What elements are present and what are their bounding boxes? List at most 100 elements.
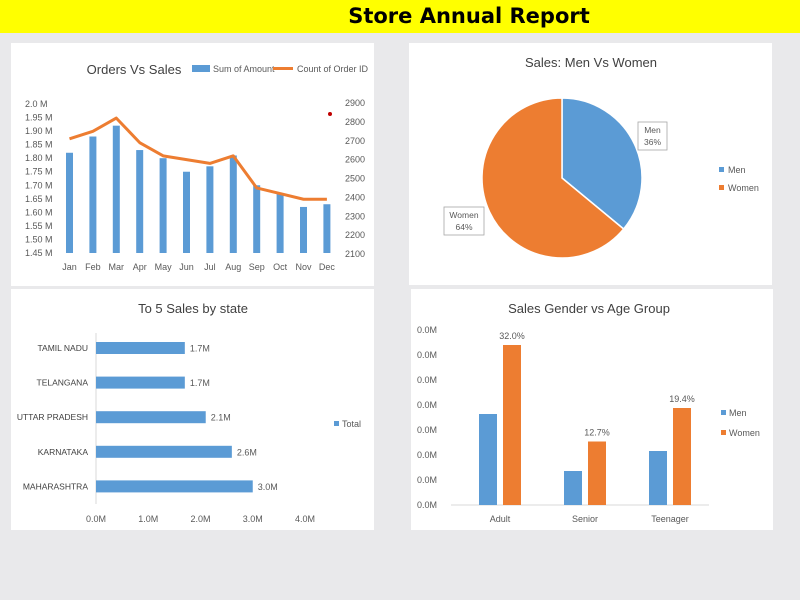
legend-swatch (721, 410, 726, 415)
bar-data-label: 1.7M (190, 378, 210, 388)
orders-vs-sales-chart: Orders Vs Sales Sum of Amount Count of Ord… (25, 62, 369, 272)
legend-label: Sum of Amount (213, 64, 275, 74)
legend-label: Men (729, 408, 747, 418)
legend-swatch (721, 430, 726, 435)
x-tick-label: Dec (319, 262, 336, 272)
y-left-tick-label: 1.75 M (25, 167, 53, 177)
y-right-tick-label: 2900 (345, 98, 365, 108)
y-right-tick-label: 2500 (345, 174, 365, 184)
x-tick-label: Oct (273, 262, 288, 272)
state-label: TELANGANA (37, 378, 89, 388)
orders-vs-sales-panel[interactable]: Orders Vs Sales Sum of Amount Count of Ord… (11, 43, 374, 286)
top-sales-by-state-chart: To 5 Sales by state TAMIL NADU 1.7M TELANGA… (17, 301, 361, 524)
y-left-tick-label: 1.80 M (25, 153, 53, 163)
bar-sum-of-amount (300, 206, 307, 253)
x-tick-label: 2.0M (190, 514, 210, 524)
bar-men (649, 451, 667, 505)
state-label: MAHARASHTRA (23, 481, 89, 491)
slice-percent-label: 64% (455, 222, 472, 232)
bar-sum-of-amount (183, 171, 190, 253)
legend-label: Women (728, 183, 759, 193)
bar-sum-of-amount (112, 125, 120, 253)
chart-title: Sales Gender vs Age Group (508, 301, 670, 316)
x-tick-label: Adult (490, 514, 511, 524)
y-left-tick-label: 1.45 M (25, 248, 53, 258)
bar-state-total (96, 411, 206, 424)
legend-label: Men (728, 165, 746, 175)
bar-sum-of-amount (66, 152, 73, 253)
y-tick-label: 0.0M (417, 425, 437, 435)
y-left-tick-label: 1.55 M (25, 221, 53, 231)
sales-gender-vs-age-chart: Sales Gender vs Age Group 0.0M 0.0M 0.0M 0.0… (417, 301, 760, 524)
y-right-tick-label: 2700 (345, 136, 365, 146)
x-tick-label: 1.0M (138, 514, 158, 524)
x-tick-label: Feb (85, 262, 101, 272)
x-tick-label: Aug (225, 262, 241, 272)
bar-data-label: 1.7M (190, 344, 210, 354)
x-tick-label: Nov (295, 262, 312, 272)
state-label: TAMIL NADU (37, 343, 88, 353)
x-tick-label: Mar (109, 262, 125, 272)
slice-label: Women (449, 210, 478, 220)
legend-label: Count of Order ID (297, 64, 369, 74)
x-tick-label: May (155, 262, 173, 272)
y-right-tick-label: 2600 (345, 155, 365, 165)
legend-swatch (334, 421, 339, 426)
legend-swatch (719, 167, 724, 172)
bar-sum-of-amount (323, 204, 331, 253)
sales-men-vs-women-panel[interactable]: Sales: Men Vs Women Men 36% Women 64% Men Wome… (409, 43, 772, 285)
chart-title: Sales: Men Vs Women (525, 55, 657, 70)
slice-callout (443, 206, 485, 236)
y-right-tick-label: 2400 (345, 192, 365, 202)
page-title: Store Annual Report (348, 4, 590, 28)
y-tick-label: 0.0M (417, 375, 437, 385)
y-left-tick-label: 1.60 M (25, 207, 53, 217)
y-left-tick-label: 1.65 M (25, 194, 53, 204)
bar-sum-of-amount (253, 185, 261, 253)
bar-state-total (96, 480, 253, 493)
sales-men-vs-women-chart: Sales: Men Vs Women Men 36% Women 64% Men Wome… (443, 55, 759, 259)
x-tick-label: Teenager (651, 514, 689, 524)
slice-label: Men (644, 125, 661, 135)
y-left-tick-label: 1.95 M (25, 113, 53, 123)
chart-title: To 5 Sales by state (138, 301, 248, 316)
bar-women (503, 345, 521, 505)
bar-data-label: 2.6M (237, 447, 257, 457)
y-left-tick-label: 1.85 M (25, 140, 53, 150)
bar-sum-of-amount (276, 193, 284, 253)
bar-men (564, 471, 582, 505)
legend-label: Total (342, 419, 361, 429)
y-right-tick-label: 2100 (345, 249, 365, 259)
y-tick-label: 0.0M (417, 450, 437, 460)
x-tick-label: Jun (179, 262, 194, 272)
x-tick-label: Jul (204, 262, 216, 272)
bar-data-label: 32.0% (499, 331, 525, 341)
top-sales-by-state-panel[interactable]: To 5 Sales by state TAMIL NADU 1.7M TELANGA… (11, 289, 374, 530)
x-tick-label: Senior (572, 514, 598, 524)
y-left-tick-label: 1.90 M (25, 126, 53, 136)
legend-swatch (719, 185, 724, 190)
bar-data-label: 3.0M (258, 482, 278, 492)
y-left-tick-label: 1.50 M (25, 234, 53, 244)
y-right-tick-label: 2300 (345, 211, 365, 221)
marker-dot (328, 112, 332, 116)
bar-data-label: 12.7% (584, 428, 610, 438)
line-count-of-order-id (69, 116, 327, 201)
sales-gender-vs-age-panel[interactable]: Sales Gender vs Age Group 0.0M 0.0M 0.0M 0.0… (411, 289, 773, 530)
y-right-tick-label: 2800 (345, 117, 365, 127)
state-label: UTTAR PRADESH (17, 412, 88, 422)
y-tick-label: 0.0M (417, 400, 437, 410)
chart-title: Orders Vs Sales (87, 62, 182, 77)
bar-sum-of-amount (89, 136, 97, 253)
bar-women (673, 408, 691, 505)
pie-slice-men (561, 97, 643, 231)
bar-sum-of-amount (136, 150, 144, 253)
slice-callout (637, 121, 668, 151)
x-tick-label: 3.0M (243, 514, 263, 524)
legend-label: Women (729, 428, 760, 438)
y-tick-label: 0.0M (417, 475, 437, 485)
bar-sum-of-amount (206, 166, 214, 253)
x-tick-label: Jan (62, 262, 77, 272)
pie-slice-women (481, 97, 625, 259)
bar-data-label: 19.4% (669, 394, 695, 404)
